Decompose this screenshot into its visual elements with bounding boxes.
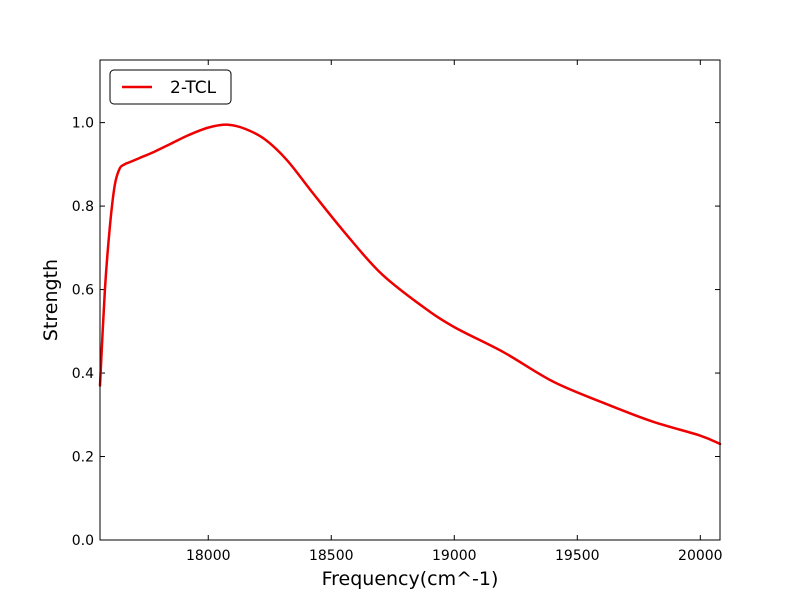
legend-box [109, 69, 232, 105]
x-tick-label: 19000 [432, 548, 477, 564]
legend-label: 2-TCL [170, 78, 217, 98]
series-line-2-tcl [98, 123, 722, 446]
ticks-layer: 18000 18500 19000 19500 20000 0.0 0.2 0.4 0.6 0.8… [72, 60, 723, 564]
y-tick-label: 0.8 [72, 199, 94, 215]
legend: 2-TCL [109, 69, 232, 105]
x-tick-label: 19500 [555, 548, 600, 564]
x-axis-title: Frequency(cm^-1) [322, 568, 499, 590]
y-tick-label: 0.2 [72, 450, 94, 466]
x-tick-label: 18500 [309, 548, 354, 564]
y-tick-label: 0.0 [72, 533, 94, 549]
y-axis-title: Strength [40, 259, 62, 341]
y-tick-label: 0.6 [72, 283, 94, 299]
y-tick-label: 1.0 [72, 116, 94, 132]
x-tick-label: 18000 [186, 548, 231, 564]
x-tick-label: 20000 [678, 548, 723, 564]
y-tick-label: 0.4 [72, 366, 94, 382]
plot-area-frame [99, 59, 721, 541]
